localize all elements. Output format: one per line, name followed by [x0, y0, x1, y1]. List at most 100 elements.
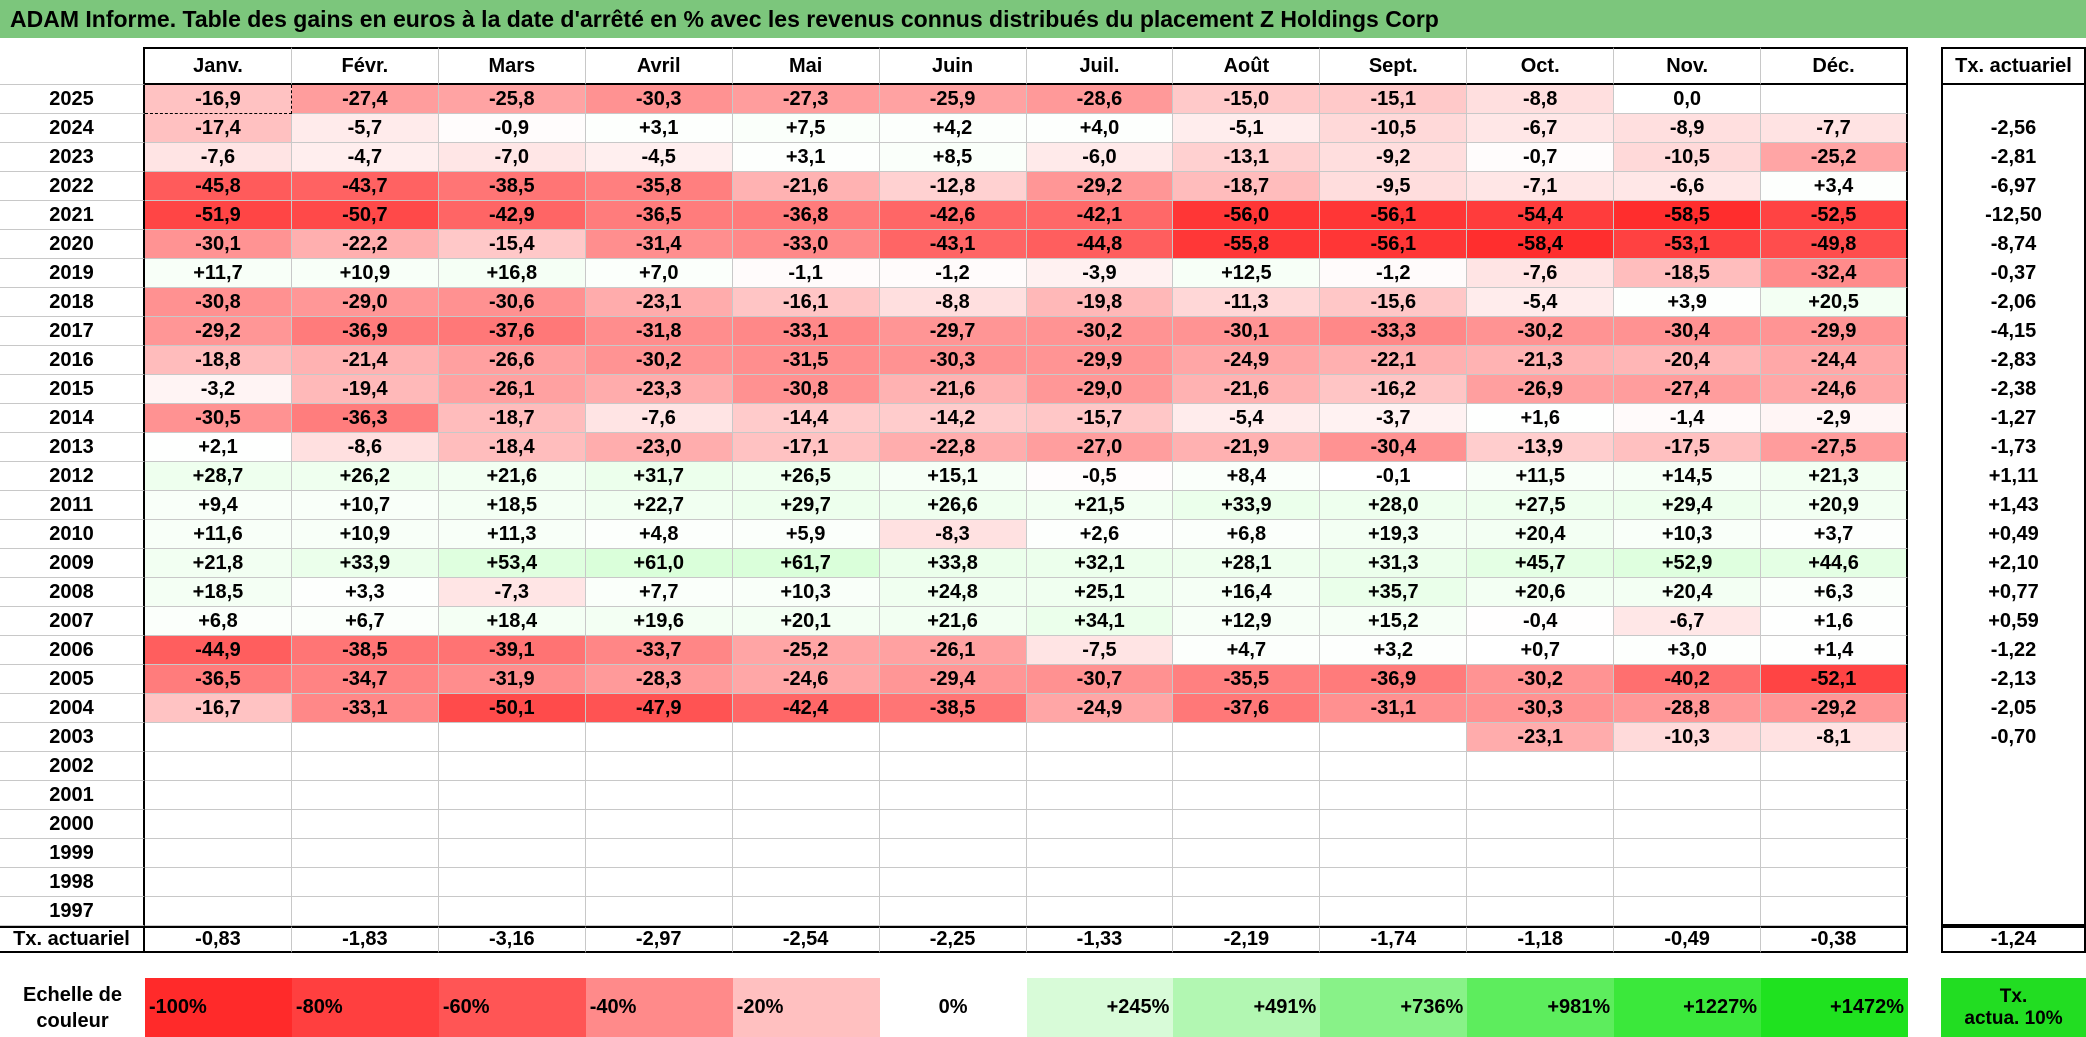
gain-cell: -15,7 — [1026, 404, 1174, 433]
gain-cell — [585, 781, 733, 810]
gain-cell: -16,1 — [732, 288, 880, 317]
summary-cell: -1,83 — [291, 926, 439, 953]
gain-cell: -0,4 — [1467, 607, 1615, 636]
gain-cell: +26,5 — [732, 462, 880, 491]
spacer — [1908, 810, 1941, 839]
gain-cell: -56,1 — [1320, 201, 1468, 230]
gain-cell: -28,8 — [1614, 694, 1762, 723]
gain-cell: -7,0 — [438, 143, 586, 172]
gain-cell: -42,9 — [438, 201, 586, 230]
gain-cell — [1320, 839, 1468, 868]
tx-actuariel-cell — [1941, 868, 2086, 897]
gain-cell: -8,8 — [879, 288, 1027, 317]
gain-cell: -18,7 — [438, 404, 586, 433]
gain-cell: -33,0 — [732, 230, 880, 259]
scale-final-line2: actua. 10% — [1964, 1007, 2063, 1029]
gain-cell: -29,9 — [1761, 317, 1908, 346]
gain-cell: +3,0 — [1614, 636, 1762, 665]
gain-cell: -31,8 — [585, 317, 733, 346]
gain-cell — [1761, 85, 1908, 114]
gain-cell — [1467, 810, 1615, 839]
gain-cell — [1173, 897, 1321, 926]
gain-cell: -30,8 — [732, 375, 880, 404]
gain-cell: +8,5 — [879, 143, 1027, 172]
tx-actuariel-cell: -2,05 — [1941, 694, 2086, 723]
gain-cell: -31,9 — [438, 665, 586, 694]
gain-cell: +2,6 — [1026, 520, 1174, 549]
gain-cell: -5,4 — [1173, 404, 1321, 433]
tx-actuariel-cell: -4,15 — [1941, 317, 2086, 346]
gain-cell: -5,4 — [1467, 288, 1615, 317]
gain-cell: +31,7 — [585, 462, 733, 491]
gain-cell: -21,9 — [1173, 433, 1321, 462]
gain-cell: -28,6 — [1026, 85, 1174, 114]
gain-cell: -26,1 — [879, 636, 1027, 665]
gain-cell — [291, 839, 439, 868]
gain-cell: +9,4 — [145, 491, 292, 520]
tx-actuariel-cell: -6,97 — [1941, 172, 2086, 201]
summary-cell: -0,83 — [145, 926, 292, 953]
gain-cell: -26,9 — [1467, 375, 1615, 404]
gain-cell — [1614, 781, 1762, 810]
gain-cell: -36,5 — [585, 201, 733, 230]
gain-cell — [1761, 781, 1908, 810]
gain-cell: -27,3 — [732, 85, 880, 114]
summary-cell: -1,18 — [1467, 926, 1615, 953]
spacer — [1908, 201, 1941, 230]
gain-cell: +8,4 — [1173, 462, 1321, 491]
gain-cell: -31,4 — [585, 230, 733, 259]
gain-cell — [585, 897, 733, 926]
gain-cell: -44,9 — [145, 636, 292, 665]
gain-cell: -29,2 — [145, 317, 292, 346]
gain-cell: -7,7 — [1761, 114, 1908, 143]
gain-cell: +53,4 — [438, 549, 586, 578]
gain-cell: -17,4 — [145, 114, 292, 143]
gain-cell: -9,5 — [1320, 172, 1468, 201]
year-label: 2016 — [0, 346, 145, 375]
gain-cell: -50,1 — [438, 694, 586, 723]
month-header: Avril — [585, 47, 733, 85]
month-header: Janv. — [145, 47, 292, 85]
gain-cell: -4,7 — [291, 143, 439, 172]
gain-cell: +29,4 — [1614, 491, 1762, 520]
spacer — [1908, 462, 1941, 491]
gain-cell: +10,9 — [291, 259, 439, 288]
gain-cell — [1320, 897, 1468, 926]
gain-cell: +3,1 — [585, 114, 733, 143]
gain-cell: -34,7 — [291, 665, 439, 694]
gain-cell — [1173, 839, 1321, 868]
gain-cell: -36,9 — [291, 317, 439, 346]
tx-actuariel-cell: +0,77 — [1941, 578, 2086, 607]
gain-cell: -0,7 — [1467, 143, 1615, 172]
tx-actuariel-header: Tx. actuariel — [1941, 47, 2086, 85]
gain-cell: -35,5 — [1173, 665, 1321, 694]
gain-cell: +12,9 — [1173, 607, 1321, 636]
gain-cell — [1467, 839, 1615, 868]
gain-cell: -17,1 — [732, 433, 880, 462]
gain-cell: -1,2 — [1320, 259, 1468, 288]
gain-cell: -10,5 — [1614, 143, 1762, 172]
gain-cell: -18,5 — [1614, 259, 1762, 288]
gain-cell: +24,8 — [879, 578, 1027, 607]
summary-cell: -2,54 — [732, 926, 880, 953]
spacer — [1908, 694, 1941, 723]
gain-cell: -26,6 — [438, 346, 586, 375]
tx-actuariel-cell — [1941, 85, 2086, 114]
gain-cell: +52,9 — [1614, 549, 1762, 578]
tx-actuariel-cell: -0,70 — [1941, 723, 2086, 752]
gain-cell: -22,8 — [879, 433, 1027, 462]
gain-cell — [145, 810, 292, 839]
gain-cell: +10,3 — [732, 578, 880, 607]
gain-cell: 0,0 — [1614, 85, 1762, 114]
month-header: Févr. — [291, 47, 439, 85]
scale-final: Tx. actua. 10% — [1941, 978, 2086, 1037]
gain-cell: -14,4 — [732, 404, 880, 433]
year-label: 1998 — [0, 868, 145, 897]
gain-cell: -10,3 — [1614, 723, 1762, 752]
gain-cell — [291, 897, 439, 926]
gain-cell: -36,8 — [732, 201, 880, 230]
gain-cell: -21,6 — [1173, 375, 1321, 404]
gain-cell — [291, 868, 439, 897]
gain-cell — [879, 868, 1027, 897]
report-title: ADAM Informe. Table des gains en euros à… — [0, 0, 2086, 38]
